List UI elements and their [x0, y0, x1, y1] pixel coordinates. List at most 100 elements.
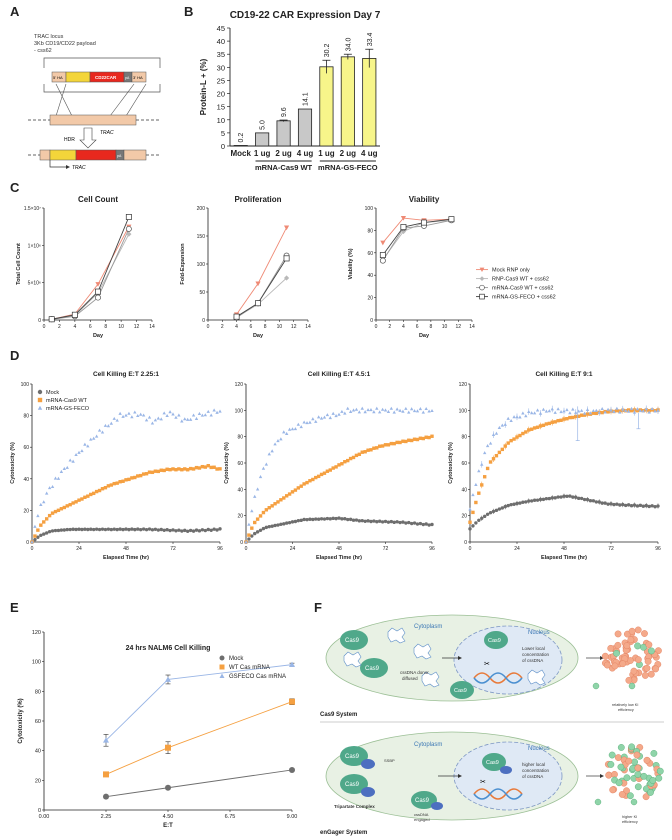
data-point [42, 500, 46, 504]
data-point [480, 516, 484, 520]
data-point [337, 516, 341, 520]
x-tick-label: 10 [442, 324, 448, 330]
data-point [354, 453, 359, 458]
x-tick-label: 96 [217, 546, 223, 552]
x-tick-label: 24 [290, 546, 296, 552]
data-point [568, 415, 572, 420]
data-point [346, 458, 350, 463]
data-point [212, 408, 216, 412]
data-point [165, 467, 169, 471]
data-point [74, 452, 78, 457]
data-point [594, 500, 599, 504]
data-point [532, 498, 537, 502]
data-point [623, 408, 628, 412]
data-point [276, 523, 280, 527]
cell-icon [617, 744, 625, 751]
data-point [395, 520, 399, 524]
data-point [482, 514, 487, 519]
data-point [39, 533, 43, 538]
data-point [209, 465, 213, 470]
data-point [606, 502, 610, 506]
data-point [50, 529, 55, 533]
data-point [103, 485, 108, 490]
data-point [127, 477, 131, 482]
data-point [308, 420, 312, 424]
y-tick-label: 150 [197, 234, 206, 240]
data-point [415, 522, 420, 526]
data-point [127, 527, 131, 532]
data-point [44, 491, 49, 495]
data-point [194, 465, 199, 470]
data-point [253, 494, 257, 498]
efficiency-text-top: relatively low KI [612, 703, 638, 707]
x-tick-label: 14 [305, 324, 311, 330]
data-point [311, 417, 315, 421]
data-point [83, 495, 87, 500]
data-point [494, 508, 499, 513]
data-point [340, 462, 344, 466]
x-tick-label: 48 [123, 546, 129, 552]
data-point [209, 413, 213, 417]
y-tick-label: 120 [459, 382, 468, 388]
data-point [366, 519, 370, 523]
data-point [594, 411, 599, 416]
data-point [512, 502, 516, 506]
data-point [582, 497, 587, 502]
cell-icon [625, 757, 633, 765]
data-point [576, 414, 581, 419]
data-point [550, 496, 554, 500]
x-tick-label: 0 [469, 546, 472, 552]
data-point [372, 446, 376, 450]
data-point [404, 439, 408, 444]
data-point [319, 416, 324, 420]
hdr-label: HDR [64, 137, 75, 143]
cell-icon [614, 630, 622, 638]
data-label: 14.1 [303, 92, 310, 106]
data-point [141, 413, 146, 417]
arrow-icon [458, 656, 462, 660]
data-point [258, 475, 263, 479]
data-point [77, 498, 81, 502]
data-point [185, 417, 190, 421]
data-point [59, 469, 64, 473]
data-point [412, 521, 417, 525]
x-tick-label: 6 [416, 324, 419, 330]
data-point [293, 519, 298, 524]
data-point [503, 422, 507, 426]
data-point [515, 415, 519, 419]
bar [319, 66, 334, 147]
y-tick-label: 120 [32, 630, 41, 636]
data-point [100, 487, 105, 491]
chart-title: Cell Killing E:T 4.5:1 [308, 371, 371, 378]
cell-icon [643, 756, 651, 764]
data-point [258, 514, 263, 518]
data-point [538, 497, 543, 502]
chart-title: 24 hrs NALM6 Cell Killing [126, 645, 211, 652]
donor-text: cssDNA donor [400, 670, 429, 675]
data-point [283, 275, 290, 281]
cas9-ssbp-complex-icon: Cas9 [482, 753, 512, 774]
y-tick-label: 0 [202, 318, 205, 324]
data-point [609, 502, 613, 506]
data-point [276, 439, 280, 443]
cell-icon [605, 771, 613, 779]
data-point [579, 408, 584, 412]
data-point [305, 480, 309, 485]
data-point [407, 410, 411, 414]
cell-icon [656, 767, 664, 775]
y-tick-label: 100 [365, 206, 374, 212]
data-point [409, 407, 414, 411]
data-point [97, 527, 102, 532]
cssdna-donor-icon [413, 643, 432, 660]
data-point [375, 406, 379, 410]
nucleus-label-top: Nucleus [528, 630, 550, 636]
x-tick-label: 2 [221, 324, 224, 330]
data-point [535, 498, 540, 502]
cell-icon [649, 777, 657, 784]
dna-helix-icon [473, 788, 523, 800]
data-point [279, 437, 283, 441]
cssdna-donor-icon [527, 669, 546, 686]
data-point [308, 517, 312, 521]
data-point [357, 519, 362, 523]
data-point [363, 519, 367, 523]
